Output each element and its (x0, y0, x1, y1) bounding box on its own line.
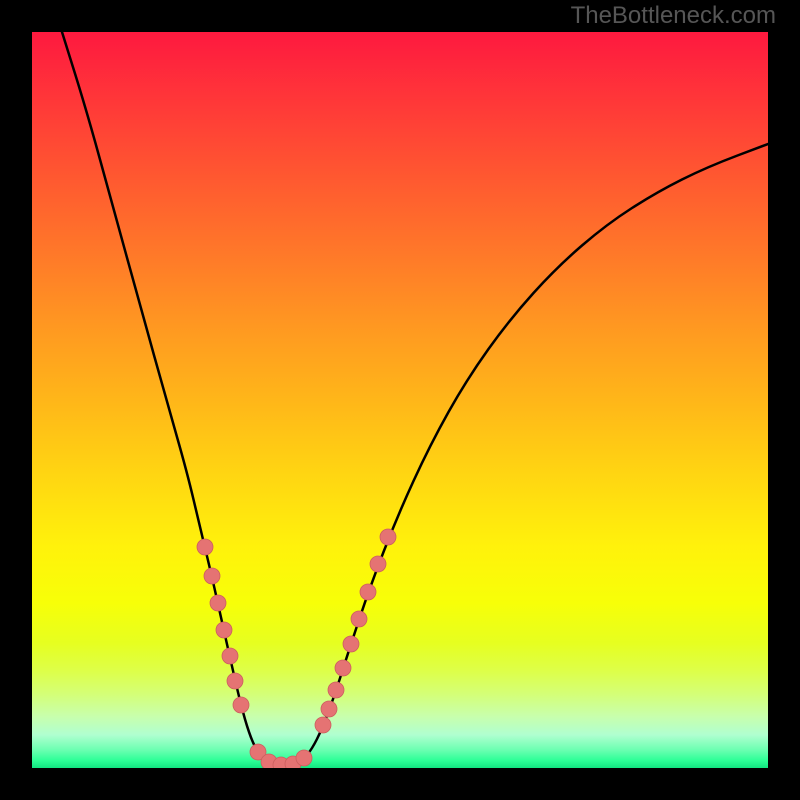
data-dot (296, 750, 312, 766)
bottleneck-curve (62, 32, 768, 766)
data-dot (204, 568, 220, 584)
data-dot (227, 673, 243, 689)
data-dot (233, 697, 249, 713)
data-dots (197, 529, 396, 768)
data-dot (380, 529, 396, 545)
data-dot (197, 539, 213, 555)
watermark-text: TheBottleneck.com (571, 2, 776, 30)
plot-area (32, 32, 768, 768)
data-dot (315, 717, 331, 733)
data-dot (222, 648, 238, 664)
data-dot (328, 682, 344, 698)
data-dot (335, 660, 351, 676)
data-dot (370, 556, 386, 572)
data-dot (210, 595, 226, 611)
data-dot (343, 636, 359, 652)
data-dot (360, 584, 376, 600)
data-dot (216, 622, 232, 638)
chart-overlay (32, 32, 768, 768)
data-dot (351, 611, 367, 627)
data-dot (321, 701, 337, 717)
